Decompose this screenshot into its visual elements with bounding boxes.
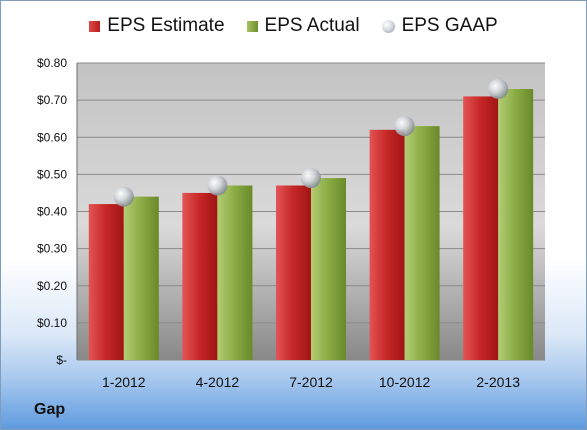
x-tick-label: 4-2012 bbox=[196, 374, 240, 390]
legend-label-gaap: EPS GAAP bbox=[401, 15, 498, 36]
x-tick-label: 10-2012 bbox=[379, 374, 431, 390]
y-tick-label: $- bbox=[56, 353, 67, 367]
y-tick-label: $0.20 bbox=[37, 279, 67, 293]
y-tick-label: $0.30 bbox=[37, 242, 67, 256]
legend-label-actual: EPS Actual bbox=[264, 15, 360, 36]
legend-label-estimate: EPS Estimate bbox=[107, 15, 225, 36]
y-tick-label: $0.70 bbox=[37, 93, 67, 107]
legend-swatch-estimate bbox=[89, 20, 101, 32]
legend-swatch-gaap bbox=[381, 19, 395, 33]
x-tick-label: 1-2012 bbox=[102, 374, 146, 390]
point-eps-gaap bbox=[113, 186, 134, 207]
point-eps-gaap bbox=[301, 168, 321, 189]
x-tick-label: 2-2013 bbox=[476, 374, 520, 390]
y-tick-label: $0.50 bbox=[37, 167, 67, 181]
bar-eps-actual bbox=[217, 185, 253, 360]
bar-eps-estimate bbox=[276, 185, 311, 360]
bar-eps-estimate bbox=[182, 192, 218, 360]
bar-eps-estimate bbox=[88, 204, 124, 360]
bar-eps-actual bbox=[498, 88, 534, 361]
y-tick-label: $0.80 bbox=[37, 56, 67, 70]
company-name: Gap bbox=[34, 401, 66, 418]
legend-item-gaap: EPS GAAP bbox=[381, 15, 498, 37]
bar-eps-estimate bbox=[369, 129, 405, 360]
bar-eps-actual bbox=[311, 178, 346, 360]
legend-item-actual: EPS Actual bbox=[246, 15, 360, 37]
legend: EPS Estimate EPS Actual EPS GAAP bbox=[1, 15, 586, 37]
legend-swatch-actual bbox=[246, 20, 258, 32]
y-tick-label: $0.60 bbox=[37, 130, 67, 144]
legend-item-estimate: EPS Estimate bbox=[89, 15, 225, 37]
bar-eps-estimate bbox=[463, 96, 499, 360]
bar-eps-actual bbox=[404, 126, 440, 360]
point-eps-gaap bbox=[394, 116, 415, 137]
x-tick-label: 7-2012 bbox=[289, 374, 333, 390]
y-tick-label: $0.40 bbox=[37, 205, 67, 219]
y-tick-label: $0.10 bbox=[37, 316, 67, 330]
bar-eps-actual bbox=[123, 196, 159, 360]
point-eps-gaap bbox=[488, 78, 509, 99]
point-eps-gaap bbox=[207, 175, 228, 196]
